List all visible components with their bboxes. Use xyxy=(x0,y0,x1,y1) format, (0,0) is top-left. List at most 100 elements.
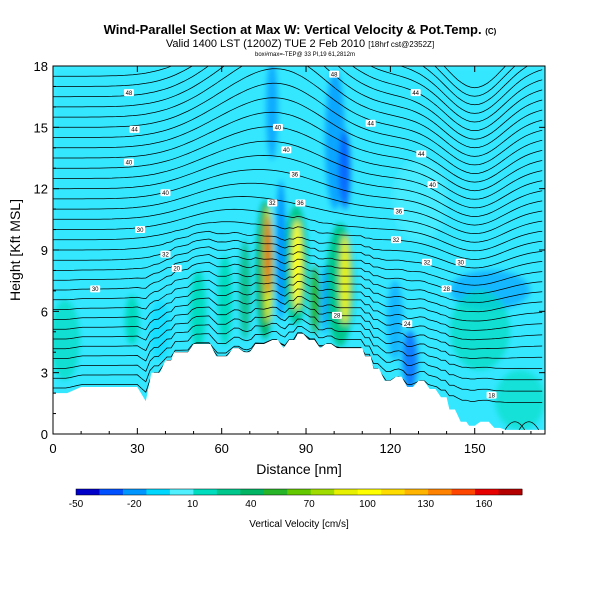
isentrope-line xyxy=(53,66,543,123)
colorbar-tick-label: 130 xyxy=(417,499,434,510)
colorbar-swatch xyxy=(381,489,406,495)
contour-label-box xyxy=(365,119,376,127)
contour-label-text: 30 xyxy=(457,260,464,266)
contour-label: 30 xyxy=(90,285,101,293)
isentrope-line xyxy=(53,318,543,369)
colorbar-swatch xyxy=(193,489,218,495)
y-tick-label: 6 xyxy=(41,304,48,319)
contour-label-text: 36 xyxy=(297,201,304,207)
contour-label-box xyxy=(90,285,101,293)
contour-label-text: 28 xyxy=(334,314,341,320)
contour-label-text: 40 xyxy=(283,148,290,154)
colorbar-swatch xyxy=(428,489,453,495)
contour-label-text: 36 xyxy=(395,209,402,215)
colorbar-swatch xyxy=(99,489,124,495)
contour-label: 48 xyxy=(329,70,340,78)
isentrope-line xyxy=(53,68,543,166)
colorbar-swatch xyxy=(263,489,288,495)
contour-label-box xyxy=(267,199,278,207)
colorbar-tick-label: 70 xyxy=(304,499,316,510)
y-tick-label: 3 xyxy=(41,366,48,381)
isentrope-line xyxy=(53,261,543,303)
contour-label-text: 44 xyxy=(418,152,425,158)
chart-info-line: box#max=-TEP@ 33 PI,19 61,2812m xyxy=(255,52,355,58)
isentrope-line xyxy=(434,66,516,97)
contour-label-text: 32 xyxy=(424,260,431,266)
colorbar-tick-label: 40 xyxy=(245,499,257,510)
contour-label-box xyxy=(135,226,146,234)
contour-label-text: 44 xyxy=(367,121,374,127)
terrain xyxy=(53,333,545,434)
isentrope-line xyxy=(53,279,543,322)
y-tick-label: 12 xyxy=(34,182,48,197)
contour-label: 44 xyxy=(410,89,421,97)
colorbar-tick-label: -50 xyxy=(69,499,84,510)
colorbar-swatch xyxy=(169,489,194,495)
isentrope-line xyxy=(53,111,543,192)
contour-label-box xyxy=(123,89,134,97)
colorbar-tick-label: 160 xyxy=(476,499,493,510)
contour-label-text: 48 xyxy=(126,91,133,97)
contour-label: 24 xyxy=(402,320,413,328)
contour-label-text: 40 xyxy=(429,183,436,189)
contour-label: 44 xyxy=(365,119,376,127)
contour-label: 40 xyxy=(123,158,134,166)
contour-label: 32 xyxy=(421,258,432,266)
isentrope-line xyxy=(53,246,543,286)
contour-label-box xyxy=(393,207,404,215)
contour-label-text: 32 xyxy=(269,201,276,207)
contour-label-text: 40 xyxy=(275,126,282,132)
contour-label: 40 xyxy=(160,189,171,197)
contour-label-text: 36 xyxy=(291,173,298,179)
colorbar-frame xyxy=(75,488,523,496)
isentrope-line xyxy=(53,221,543,260)
isentrope-line xyxy=(53,238,543,277)
isentrope-line xyxy=(53,230,543,269)
isentrope-line xyxy=(53,155,543,217)
contour-label-box xyxy=(129,125,140,133)
isentrope-line xyxy=(53,311,543,359)
contour-label-box xyxy=(410,89,421,97)
contour-label: 40 xyxy=(281,146,292,154)
y-tick-label: 18 xyxy=(34,59,48,74)
chart-subtitle: Valid 1400 LST (1200Z) TUE 2 Feb 2010 [1… xyxy=(166,38,434,50)
isentrope-line xyxy=(443,66,507,89)
isentrope-line xyxy=(53,140,543,209)
colorbar-swatch xyxy=(76,489,100,495)
contour-label: 28 xyxy=(331,311,342,320)
contour-label: 32 xyxy=(267,199,278,207)
plot-area: 48 44 40 40 30 32 20 30 48 44 44 40 40 36 32 36 44 40 36 32… xyxy=(53,66,545,434)
contour-label-text: 48 xyxy=(331,72,338,78)
colorbar-swatch xyxy=(357,489,382,495)
x-tick-label: 150 xyxy=(464,441,486,456)
x-tick-label: 30 xyxy=(130,441,144,456)
colorbar-tick-label: -20 xyxy=(127,499,142,510)
contour-label-text: 28 xyxy=(443,287,450,293)
colorbar-swatch xyxy=(310,489,335,495)
contour-label: 36 xyxy=(295,199,306,207)
contour-label: 30 xyxy=(135,226,146,234)
x-tick-label: 120 xyxy=(380,441,402,456)
contour-label: 30 xyxy=(455,258,466,266)
contour-label: 20 xyxy=(171,264,182,273)
isentrope-line xyxy=(53,254,543,295)
contour-label-box xyxy=(402,320,413,328)
isentrope-line xyxy=(53,303,543,350)
contour-label-box xyxy=(272,123,283,131)
x-axis-label: Distance [nm] xyxy=(256,461,342,477)
isentrope-line xyxy=(53,126,543,200)
contour-label-text: 30 xyxy=(137,228,144,234)
colorbar-tick-label: 100 xyxy=(359,499,376,510)
isentrope-line xyxy=(53,288,543,331)
x-tick-label: 90 xyxy=(299,441,313,456)
y-tick-label: 0 xyxy=(41,427,48,442)
y-tick-label: 9 xyxy=(41,243,48,258)
colorbar-label: Vertical Velocity [cm/s] xyxy=(249,519,349,530)
x-axis-ticks: 0 30 60 90 120 150 xyxy=(49,66,532,456)
contour-label: 44 xyxy=(416,150,427,158)
colorbar-swatch xyxy=(146,489,171,495)
isentrope-line xyxy=(53,66,543,157)
contour-label-box xyxy=(486,391,497,399)
colorbar-tick-label: 10 xyxy=(187,499,199,510)
isentrope-line xyxy=(53,208,543,252)
